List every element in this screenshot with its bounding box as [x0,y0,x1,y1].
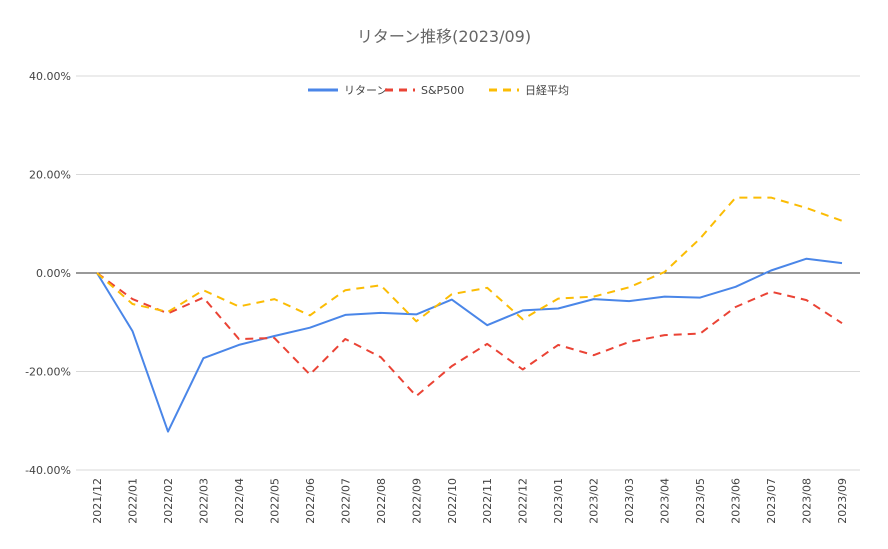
x-tick-label: 2023/06 [730,478,743,524]
x-tick-label: 2022/09 [410,478,423,524]
x-tick-label: 2022/12 [517,478,530,524]
legend-label-2: 日経平均 [525,84,569,97]
x-tick-label: 2022/08 [375,478,388,524]
x-tick-label: 2022/01 [126,478,139,524]
x-tick-label: 2023/01 [552,478,565,524]
series-line-0 [96,257,843,433]
x-tick-label: 2023/02 [588,478,601,524]
legend-label-1: S&P500 [421,84,464,97]
series-line-2 [96,196,843,323]
legend: リターン S&P500 日経平均 [308,84,569,97]
x-tick-label: 2022/03 [197,478,210,524]
x-tick-label: 2023/05 [694,478,707,524]
legend-label-0: リターン [344,84,387,97]
x-tick-label: 2022/02 [162,478,175,524]
y-tick-label: -20.00% [25,366,71,379]
x-tick-label: 2023/08 [801,478,814,524]
x-tick-label: 2022/05 [268,478,281,524]
grid [76,75,860,471]
y-tick-label: -40.00% [25,464,71,477]
x-tick-label: 2022/06 [304,478,317,524]
x-tick-label: 2022/07 [339,478,352,524]
chart-title: リターン推移(2023/09) [357,27,531,46]
x-tick-label: 2023/07 [765,478,778,524]
x-tick-label: 2022/11 [481,478,494,524]
series-line-1 [96,272,843,398]
series-lines [96,196,843,433]
x-tick-label: 2023/09 [836,478,849,524]
x-axis-ticks: 2021/12 2022/01 2022/02 2022/03 2022/04 2022/… [91,478,849,524]
y-axis-ticks: 40.00% 20.00% 0.00% -20.00% -40.00% [25,70,71,477]
x-tick-label: 2023/03 [623,478,636,524]
x-tick-label: 2021/12 [91,478,104,524]
y-tick-label: 20.00% [29,169,71,182]
x-tick-label: 2022/04 [233,478,246,524]
x-tick-label: 2022/10 [446,478,459,524]
x-tick-label: 2023/04 [659,478,672,524]
y-tick-label: 40.00% [29,70,71,83]
y-tick-label: 0.00% [36,267,71,280]
